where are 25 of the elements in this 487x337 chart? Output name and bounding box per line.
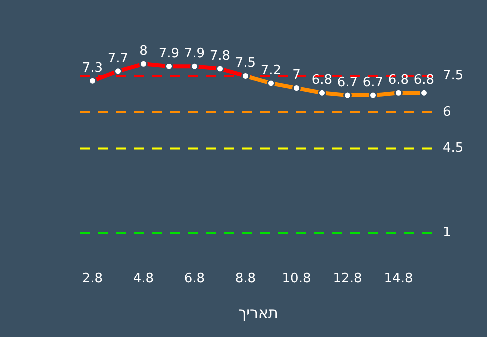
x-tick-label: 8.8 xyxy=(235,272,256,287)
data-label: 8 xyxy=(140,44,148,60)
data-label: 7.9 xyxy=(158,46,180,62)
data-label: 6.8 xyxy=(414,73,435,88)
x-tick-label: 2.8 xyxy=(82,272,104,287)
data-label: 7.2 xyxy=(260,63,282,78)
data-label: 6.8 xyxy=(312,73,333,88)
x-tick-label: 10.8 xyxy=(282,272,312,287)
data-label: 7.3 xyxy=(82,60,104,76)
ref-line-label: 1 xyxy=(443,226,452,241)
data-label: 7.7 xyxy=(108,51,129,66)
x-tick-label: 12.8 xyxy=(333,272,362,287)
x-tick-label: 6.8 xyxy=(184,272,206,287)
data-label: 7.8 xyxy=(210,48,231,64)
ref-line-label: 4.5 xyxy=(443,141,464,156)
data-label: 7.5 xyxy=(235,56,256,72)
data-label: 6.7 xyxy=(362,75,384,90)
data-label: 6.7 xyxy=(337,75,358,90)
data-label: 6.8 xyxy=(388,73,410,88)
x-axis-title: תאריך xyxy=(238,304,278,322)
data-label: 7.9 xyxy=(184,46,206,62)
ref-line-label: 7.5 xyxy=(443,68,464,84)
x-tick-label: 4.8 xyxy=(133,272,154,287)
ref-line-label: 6 xyxy=(443,104,452,120)
x-tick-label: 14.8 xyxy=(384,272,414,287)
